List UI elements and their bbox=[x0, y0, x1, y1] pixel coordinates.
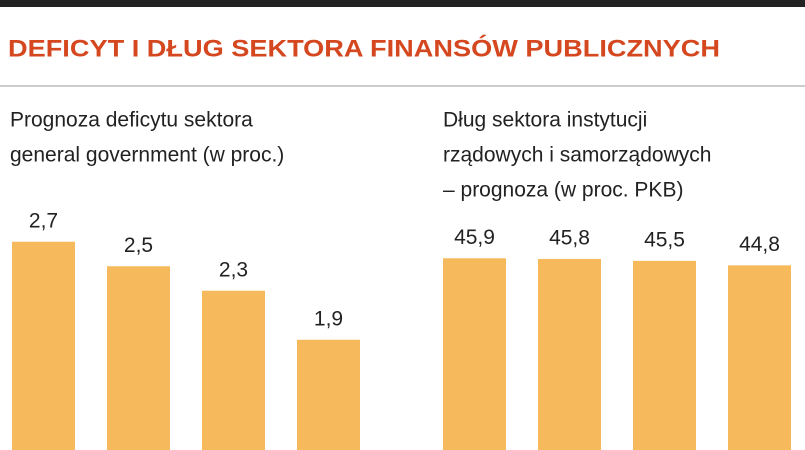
chart-subtitle: Dług sektora instytucji bbox=[443, 109, 647, 132]
value-label: 45,9 bbox=[454, 226, 495, 249]
chart-subtitle: – prognoza (w proc. PKB) bbox=[443, 179, 683, 202]
bar bbox=[297, 339, 360, 450]
bar bbox=[443, 258, 506, 450]
bar bbox=[633, 260, 696, 450]
bar bbox=[107, 266, 170, 450]
value-label: 2,3 bbox=[219, 258, 248, 281]
value-label: 45,5 bbox=[644, 228, 685, 251]
value-label: 44,8 bbox=[739, 233, 780, 256]
value-label: 1,9 bbox=[314, 307, 343, 330]
page-title: DEFICYT I DŁUG SEKTORA FINANSÓW PUBLICZN… bbox=[8, 34, 720, 62]
bar bbox=[202, 290, 265, 450]
top-rule bbox=[0, 0, 805, 7]
chart-subtitle: Prognoza deficytu sektora bbox=[10, 109, 253, 132]
chart-subtitle: rządowych i samorządowych bbox=[443, 144, 711, 167]
bar bbox=[538, 258, 601, 450]
value-label: 2,7 bbox=[29, 209, 58, 232]
value-label: 2,5 bbox=[124, 234, 153, 257]
bar bbox=[728, 265, 791, 450]
bar bbox=[12, 241, 75, 450]
value-label: 45,8 bbox=[549, 226, 590, 249]
chart-subtitle: general government (w proc.) bbox=[10, 144, 284, 167]
